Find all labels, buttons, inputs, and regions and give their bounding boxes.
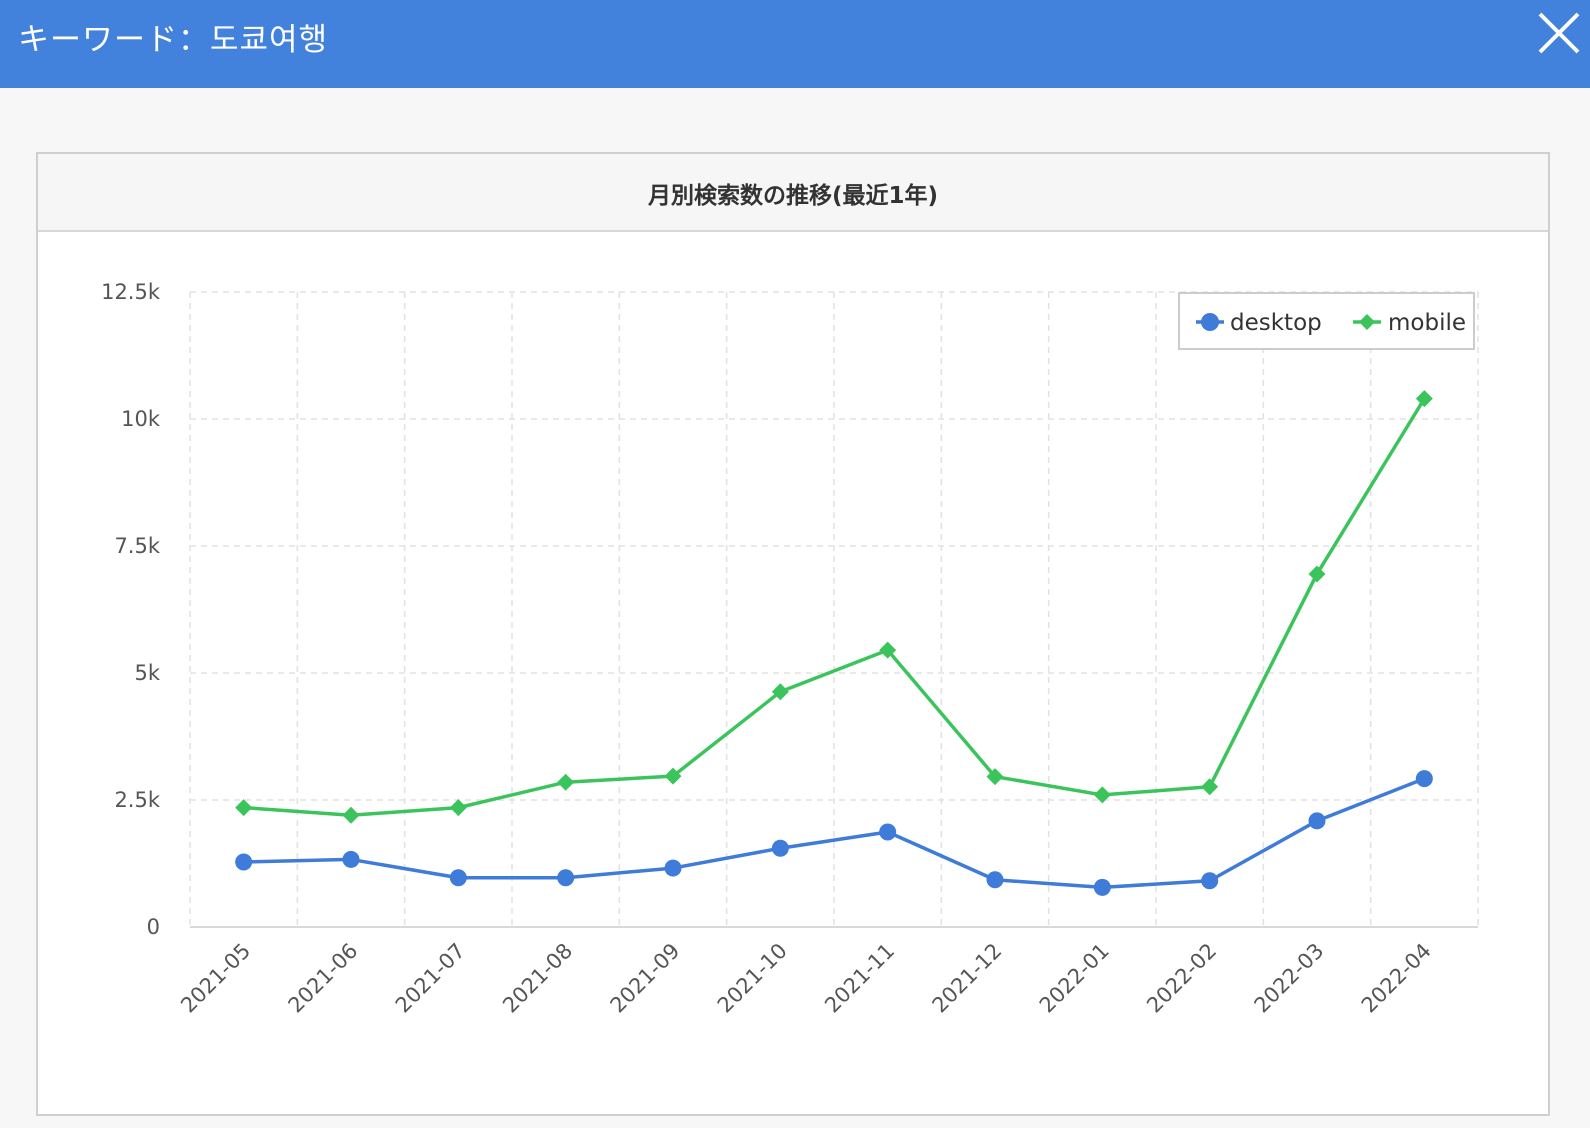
y-tick-label: 2.5k (114, 788, 160, 812)
mobile-point (771, 683, 789, 701)
y-tick-label: 0 (147, 915, 160, 939)
mobile-line (243, 397, 1426, 817)
x-tick-label: 2021-11 (820, 939, 899, 1018)
x-tick-label: 2021-08 (498, 939, 577, 1018)
y-tick-label: 5k (134, 661, 160, 685)
mobile-point (342, 806, 360, 824)
x-tick-label: 2022-04 (1357, 939, 1436, 1018)
legend-desktop-label: desktop (1230, 310, 1322, 336)
y-tick-label: 7.5k (114, 534, 160, 558)
x-tick-label: 2021-07 (391, 939, 470, 1018)
y-axis: 0 2.5k 5k 7.5k 10k 12.5k (101, 280, 161, 939)
desktop-point (1415, 770, 1433, 788)
desktop-point (557, 869, 575, 887)
desktop-point (342, 850, 360, 868)
close-icon[interactable] (1536, 10, 1582, 56)
chart-legend: desktop mobile (1178, 292, 1475, 350)
legend-box (1178, 292, 1475, 350)
mobile-point (1201, 778, 1219, 796)
mobile-point (879, 641, 897, 659)
y-tick-label: 10k (121, 407, 161, 431)
x-tick-label: 2021-09 (606, 939, 685, 1018)
mobile-point (986, 768, 1004, 786)
desktop-line (243, 777, 1425, 890)
chart-grid (189, 291, 1479, 928)
x-tick-label: 2022-02 (1142, 939, 1221, 1018)
x-axis: 2021-05 2021-06 2021-07 2021-08 2021-09 2021-… (176, 939, 1436, 1018)
desktop-point (1093, 878, 1111, 896)
mobile-point (1415, 390, 1433, 408)
x-tick-label: 2021-05 (176, 939, 255, 1018)
desktop-point (1308, 812, 1326, 830)
desktop-point (986, 871, 1004, 889)
mobile-point (1308, 565, 1326, 583)
mobile-point (235, 799, 253, 817)
y-tick-label: 12.5k (101, 280, 161, 304)
keyword-title: キーワード：도쿄여행 (18, 22, 329, 58)
desktop-point (879, 823, 897, 841)
dialog-header: キーワード：도쿄여행 (0, 0, 1590, 88)
x-tick-label: 2021-12 (928, 939, 1007, 1018)
x-tick-label: 2021-10 (713, 939, 792, 1018)
legend-desktop-marker (1201, 313, 1219, 331)
desktop-point (1201, 872, 1219, 890)
mobile-point (1093, 786, 1111, 804)
desktop-point (664, 859, 682, 877)
card-header: 月別検索数の推移(最近1年) (38, 154, 1548, 232)
legend-mobile-marker (1359, 314, 1375, 330)
legend-mobile-label: mobile (1388, 310, 1466, 336)
x-tick-label: 2022-03 (1250, 939, 1329, 1018)
x-tick-label: 2021-06 (284, 939, 363, 1018)
mobile-point (664, 767, 682, 785)
chart-title: 月別検索数の推移(最近1年) (647, 183, 939, 209)
chart-series (235, 390, 1433, 896)
desktop-point (449, 869, 467, 887)
mobile-point (557, 773, 575, 791)
x-tick-label: 2022-01 (1035, 939, 1114, 1018)
desktop-point (235, 853, 253, 871)
desktop-point (771, 839, 789, 857)
mobile-point (449, 799, 467, 817)
